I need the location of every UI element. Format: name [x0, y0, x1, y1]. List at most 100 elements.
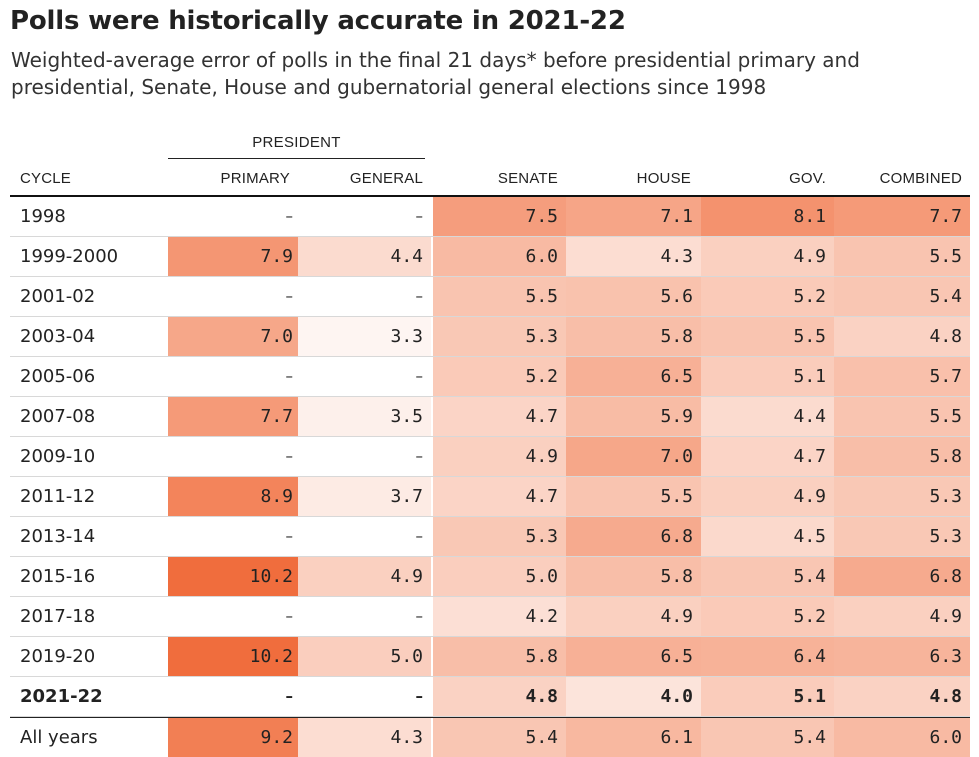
- header-rule: [10, 195, 970, 197]
- cell-combined: 4.8: [834, 677, 970, 716]
- cell-combined: 6.0: [834, 718, 970, 757]
- cell-gov: 5.2: [701, 277, 834, 316]
- cell-general: 3.5: [298, 397, 431, 436]
- table-body: 1998– –7.5 7.1 8.1 7.7 1999-2000 7.9 4.4 6.0 4.3 4…: [10, 197, 970, 757]
- cell-primary: 7.7: [168, 397, 301, 436]
- cell-primary: –: [285, 287, 294, 305]
- table-row: 2007-08 7.7 3.5 4.7 5.9 4.4 5.5: [10, 397, 970, 437]
- cell-general: –: [415, 207, 424, 225]
- cell-gov: 4.5: [701, 517, 834, 556]
- cell-primary: 7.9: [168, 237, 301, 276]
- cell-gov: 4.7: [701, 437, 834, 476]
- cell-gov: 5.5: [701, 317, 834, 356]
- cell-senate: 4.9: [433, 437, 566, 476]
- cell-combined: 4.9: [834, 597, 970, 636]
- cell-gov: 4.9: [701, 477, 834, 516]
- cell-gov: 4.4: [701, 397, 834, 436]
- table-row: 2005-06– –5.2 6.5 5.1 5.7: [10, 357, 970, 397]
- col-header-primary: PRIMARY: [220, 170, 290, 187]
- table-row: 2017-18– –4.2 4.9 5.2 4.9: [10, 597, 970, 637]
- cycle-label: 2009-10: [20, 446, 96, 467]
- chart-subtitle: Weighted-average error of polls in the f…: [11, 48, 860, 99]
- cycle-label: All years: [20, 727, 98, 748]
- cell-house: 6.5: [566, 637, 701, 676]
- cell-general: 3.3: [298, 317, 431, 356]
- cell-senate: 5.3: [433, 317, 566, 356]
- cycle-label: 2011-12: [20, 486, 96, 507]
- cell-general: 4.9: [298, 557, 431, 596]
- cell-senate: 7.5: [433, 197, 566, 236]
- cycle-label: 2015-16: [20, 566, 96, 587]
- cell-senate: 5.5: [433, 277, 566, 316]
- table-row: 2011-12 8.9 3.7 4.7 5.5 4.9 5.3: [10, 477, 970, 517]
- table-row: 2001-02– –5.5 5.6 5.2 5.4: [10, 277, 970, 317]
- col-header-combined: COMBINED: [879, 170, 962, 187]
- cell-senate: 4.7: [433, 397, 566, 436]
- cell-combined: 5.8: [834, 437, 970, 476]
- cell-house: 6.8: [566, 517, 701, 556]
- cell-gov: 5.4: [701, 718, 834, 757]
- cell-primary: 10.2: [168, 637, 301, 676]
- cell-house: 5.6: [566, 277, 701, 316]
- cell-gov: 5.2: [701, 597, 834, 636]
- cycle-label: 2021-22: [20, 686, 103, 707]
- cell-combined: 5.7: [834, 357, 970, 396]
- cell-senate: 5.8: [433, 637, 566, 676]
- cell-senate: 6.0: [433, 237, 566, 276]
- cell-house: 7.1: [566, 197, 701, 236]
- cell-primary: 7.0: [168, 317, 301, 356]
- cell-primary: 10.2: [168, 557, 301, 596]
- cell-primary: 9.2: [168, 718, 301, 757]
- cell-house: 5.8: [566, 317, 701, 356]
- table-row: 2021-22– –4.8 4.0 5.1 4.8: [10, 677, 970, 717]
- cell-house: 6.5: [566, 357, 701, 396]
- cell-combined: 5.3: [834, 477, 970, 516]
- table-row: 2019-20 10.2 5.0 5.8 6.5 6.4 6.3: [10, 637, 970, 677]
- cell-combined: 6.8: [834, 557, 970, 596]
- table-row: 1999-2000 7.9 4.4 6.0 4.3 4.9 5.5: [10, 237, 970, 277]
- cell-gov: 6.4: [701, 637, 834, 676]
- cell-general: –: [415, 607, 424, 625]
- cycle-label: 2003-04: [20, 326, 96, 347]
- cell-senate: 4.7: [433, 477, 566, 516]
- table-row: 2003-04 7.0 3.3 5.3 5.8 5.5 4.8: [10, 317, 970, 357]
- cycle-label: 2019-20: [20, 646, 96, 667]
- president-group-label: PRESIDENT: [252, 134, 341, 151]
- cell-senate: 5.4: [433, 718, 566, 757]
- cell-house: 4.9: [566, 597, 701, 636]
- cell-senate: 5.3: [433, 517, 566, 556]
- cell-gov: 5.1: [701, 677, 834, 716]
- cell-general: 4.4: [298, 237, 431, 276]
- chart-title: Polls were historically accurate in 2021…: [10, 6, 626, 36]
- cell-general: –: [415, 687, 424, 705]
- col-header-gov: GOV.: [789, 170, 826, 187]
- cycle-label: 2005-06: [20, 366, 96, 387]
- cell-combined: 4.8: [834, 317, 970, 356]
- col-header-general: GENERAL: [349, 170, 423, 187]
- cell-combined: 5.3: [834, 517, 970, 556]
- cell-general: –: [415, 287, 424, 305]
- cell-house: 4.0: [566, 677, 701, 716]
- cycle-label: 2017-18: [20, 606, 96, 627]
- col-header-cycle: CYCLE: [20, 170, 72, 187]
- cell-senate: 4.2: [433, 597, 566, 636]
- cycle-label: 2001-02: [20, 286, 96, 307]
- cell-house: 7.0: [566, 437, 701, 476]
- cell-general: –: [415, 447, 424, 465]
- cell-combined: 5.5: [834, 237, 970, 276]
- cell-combined: 5.5: [834, 397, 970, 436]
- cycle-label: 1998: [20, 206, 66, 227]
- cell-gov: 8.1: [701, 197, 834, 236]
- col-header-house: HOUSE: [636, 170, 691, 187]
- cell-general: –: [415, 527, 424, 545]
- cell-primary: 8.9: [168, 477, 301, 516]
- cell-primary: –: [285, 207, 294, 225]
- cell-gov: 5.4: [701, 557, 834, 596]
- cycle-label: 2013-14: [20, 526, 96, 547]
- cycle-label: 2007-08: [20, 406, 96, 427]
- cell-gov: 5.1: [701, 357, 834, 396]
- cell-general: –: [415, 367, 424, 385]
- table-row: 2013-14– –5.3 6.8 4.5 5.3: [10, 517, 970, 557]
- cell-combined: 5.4: [834, 277, 970, 316]
- cell-senate: 4.8: [433, 677, 566, 716]
